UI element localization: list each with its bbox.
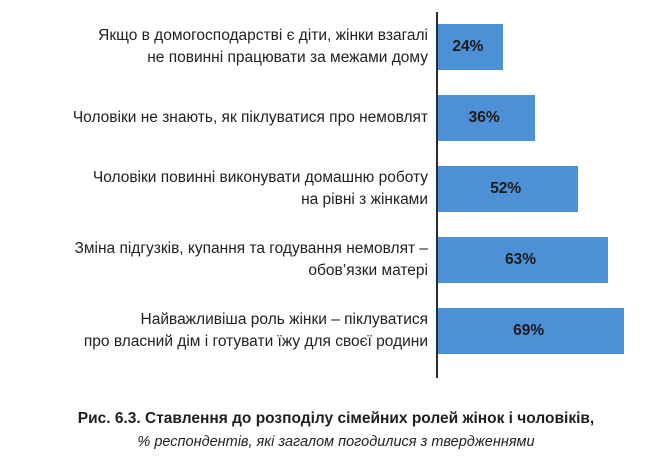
bar	[438, 237, 609, 283]
category-label-line: Чоловіки повинні виконувати домашню робо…	[92, 169, 428, 186]
bar-value-label: 52%	[490, 180, 522, 197]
bar	[438, 95, 536, 141]
category-label: Найважливіша роль жінки – піклуватися про…	[8, 309, 428, 353]
figure-caption-title: Рис. 6.3. Ставлення до розподілу сімейни…	[77, 410, 595, 427]
bar-value-label: 69%	[513, 322, 545, 339]
category-label-line: не повинні працювати за межами дому	[147, 49, 428, 66]
category-label-line: обов’язки матері	[308, 262, 428, 279]
category-label-line: Зміна підгузків, купання та годування не…	[74, 240, 429, 257]
category-label-line: на рівні з жінками	[301, 191, 428, 208]
category-label: Чоловіки не знають, як піклуватися про н…	[8, 107, 428, 129]
bar-chart: Якщо в домогосподарстві є діти, жінки вз…	[8, 12, 625, 378]
bar	[438, 308, 625, 354]
figure-caption-subtitle: % респондентів, які загалом погодилися з…	[137, 434, 535, 450]
bar	[438, 166, 579, 212]
category-label: Зміна підгузків, купання та годування не…	[8, 238, 429, 282]
category-axis-line	[436, 12, 438, 378]
bar	[438, 24, 503, 70]
category-label-line: про власний дім і готувати їжу для своєї…	[83, 333, 428, 350]
category-label-line: Якщо в домогосподарстві є діти, жінки вз…	[98, 27, 428, 44]
category-label-line: Найважливіша роль жінки – піклуватися	[140, 311, 428, 328]
category-label: Якщо в домогосподарстві є діти, жінки вз…	[8, 25, 428, 69]
bar-value-label: 24%	[452, 38, 484, 55]
bar-value-label: 36%	[468, 109, 500, 126]
category-label: Чоловіки повинні виконувати домашню робо…	[8, 167, 428, 211]
bar-value-label: 63%	[505, 251, 537, 268]
category-label-line: Чоловіки не знають, як піклуватися про н…	[72, 109, 428, 126]
